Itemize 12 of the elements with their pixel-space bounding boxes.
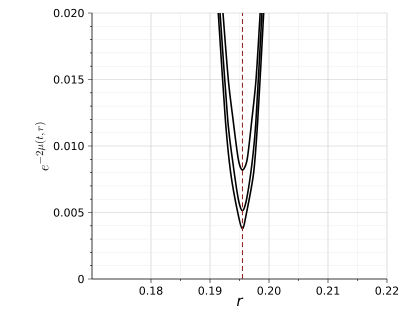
y-tick-label: 0.020: [54, 8, 84, 18]
x-axis-title: r: [236, 298, 244, 306]
x-tick-label: 0.20: [258, 286, 280, 295]
y-tick-label: 0.010: [54, 142, 84, 150]
x-tick-label: 0.18: [140, 286, 162, 295]
x-tick-label: 0.21: [316, 286, 340, 295]
y-axis-title: $e^{-2\mu(t,\,r)}$: [34, 122, 48, 170]
y-tick-label: 0: [78, 274, 84, 284]
x-tick-label: 0.22: [376, 286, 398, 295]
y-tick-label: 0.015: [54, 75, 84, 84]
y-tick-label: 0.005: [54, 208, 84, 217]
x-tick-label: 0.19: [198, 286, 222, 295]
